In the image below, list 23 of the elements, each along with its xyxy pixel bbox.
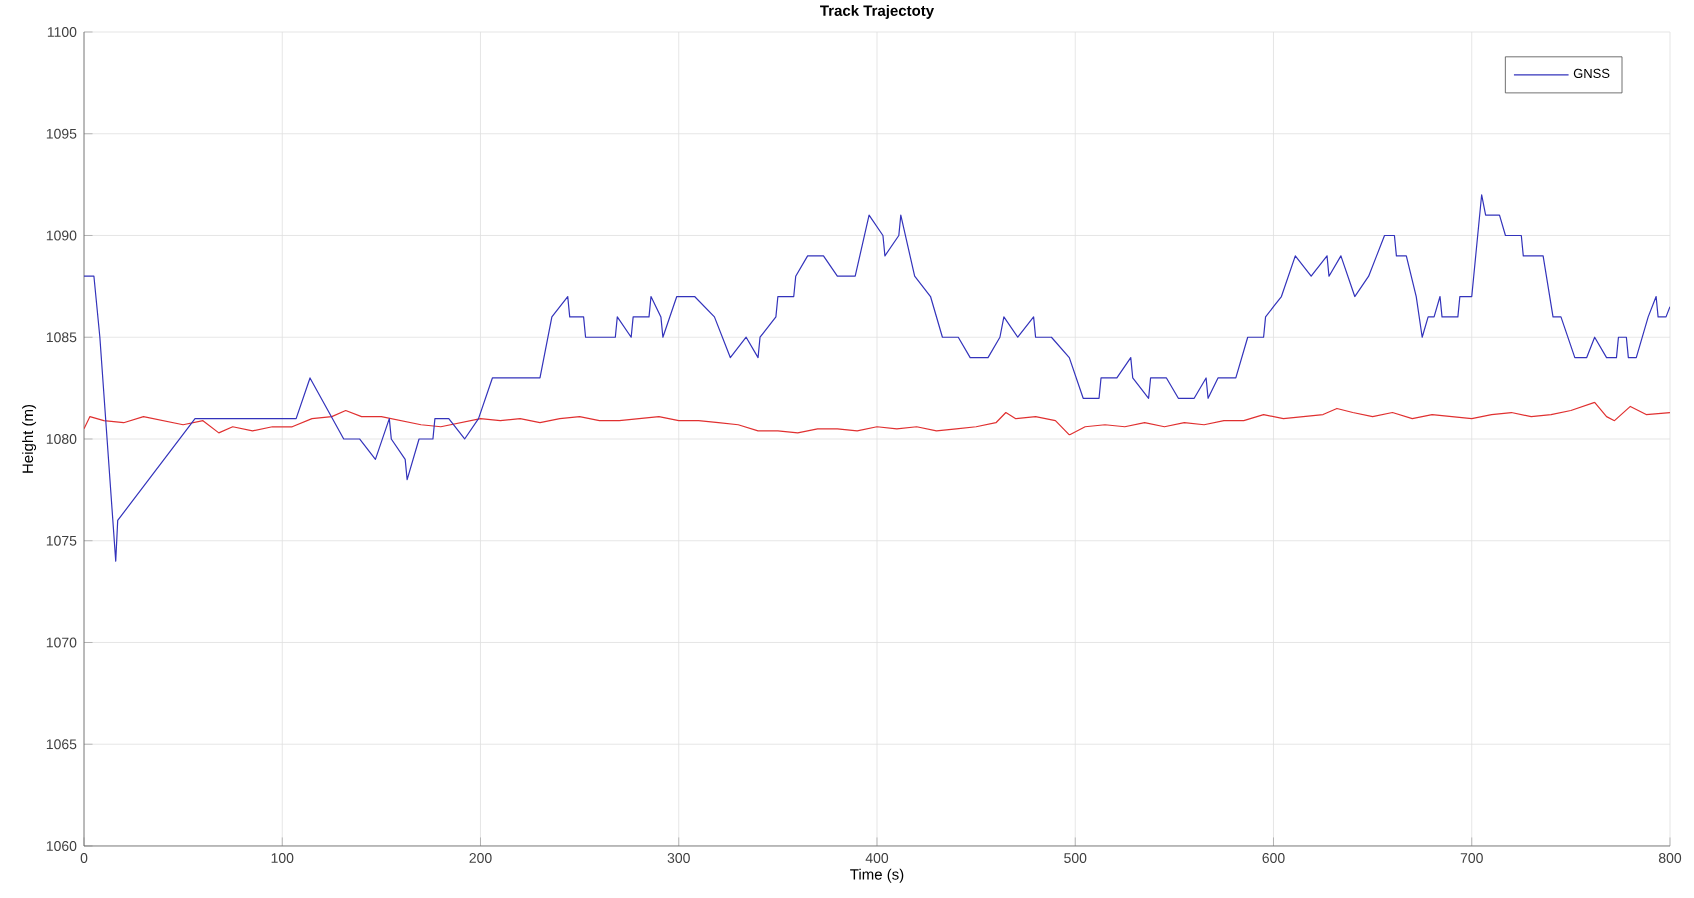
y-tick-label: 1065	[46, 739, 77, 750]
y-tick-label: 1100	[47, 27, 77, 37]
x-axis-title: Time (s)	[850, 868, 904, 883]
x-tick-label: 700	[1460, 853, 1483, 863]
y-tick-label: 1070	[46, 637, 77, 648]
x-tick-label: 0	[80, 853, 88, 863]
y-tick-label: 1090	[46, 230, 77, 241]
y-tick-label: 1085	[46, 332, 77, 343]
x-tick-label: 100	[271, 853, 294, 863]
y-tick-label: 1075	[46, 535, 77, 546]
x-tick-label: 600	[1262, 853, 1285, 863]
x-tick-label: 800	[1658, 853, 1682, 863]
y-tick-label: 1060	[46, 841, 77, 851]
y-tick-label: 1095	[46, 128, 77, 139]
legend-label: GNSS	[1573, 68, 1610, 79]
chart-title: Track Trajectoty	[820, 4, 935, 19]
x-tick-label: 400	[865, 853, 889, 863]
x-tick-label: 300	[667, 853, 690, 863]
y-axis-title: Height (m)	[22, 404, 37, 473]
y-tick-label: 1080	[46, 434, 77, 444]
x-tick-label: 200	[469, 853, 492, 863]
line-series	[84, 194, 1670, 562]
x-tick-label: 500	[1064, 853, 1087, 863]
